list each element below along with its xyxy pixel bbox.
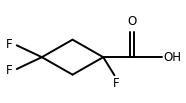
Text: O: O <box>127 15 137 28</box>
Text: F: F <box>112 77 119 90</box>
Text: F: F <box>6 64 13 77</box>
Text: F: F <box>6 38 13 51</box>
Text: OH: OH <box>164 51 182 64</box>
